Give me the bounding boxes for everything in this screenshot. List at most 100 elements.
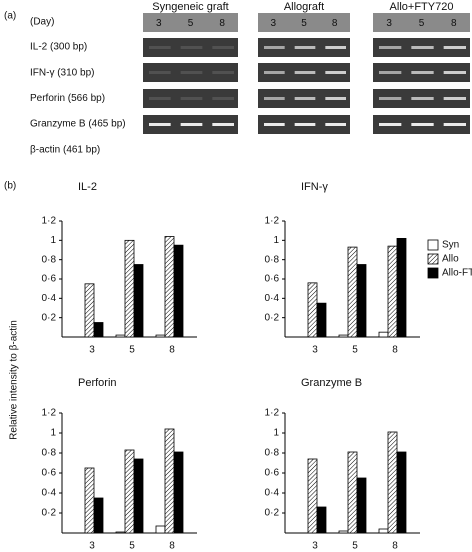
gel-band [212, 46, 234, 49]
gel-day: 3 [271, 18, 277, 29]
bar [115, 334, 126, 338]
legend-label: Syn [442, 240, 459, 251]
gel-band [411, 123, 434, 126]
chart-title: Granzyme B [301, 377, 362, 389]
gel-band [325, 123, 346, 126]
gel-day: 5 [419, 18, 425, 29]
gel-band [411, 71, 434, 74]
bar [316, 506, 327, 534]
y-tick-label: 0·2 [42, 508, 57, 519]
gel-band [180, 97, 203, 100]
y-tick-label: 0·6 [42, 274, 57, 285]
gel-lane-block [143, 13, 238, 32]
bar [396, 451, 407, 534]
y-tick-label: 1 [273, 428, 279, 439]
gel-band [294, 123, 316, 126]
gel-band [264, 71, 285, 74]
gel-band [325, 71, 346, 74]
x-tick-label: 8 [169, 345, 175, 356]
bar [347, 246, 358, 338]
gel-header: Syngeneic graft [152, 1, 228, 13]
bar [133, 458, 144, 534]
gel-band [379, 46, 402, 49]
y-tick-label: 1·2 [42, 216, 57, 227]
gel-band [212, 71, 234, 74]
gel-day: 8 [219, 18, 225, 29]
bar [84, 283, 95, 338]
bar [93, 497, 104, 534]
x-tick-label: 3 [89, 541, 95, 552]
y-tick-label: 1 [273, 235, 279, 246]
gel-band [180, 123, 203, 126]
panel-label: (b) [4, 181, 16, 192]
gel-band [294, 46, 316, 49]
chart-title: Perforin [78, 377, 117, 389]
bar [133, 264, 144, 338]
x-tick-label: 3 [89, 345, 95, 356]
y-tick-label: 1 [50, 235, 56, 246]
gel-band [149, 123, 171, 126]
y-tick-label: 1 [50, 428, 56, 439]
y-tick-label: 0·8 [42, 448, 57, 459]
legend-swatch [427, 253, 439, 265]
bar [124, 239, 135, 338]
bar [378, 331, 389, 338]
bar [155, 334, 166, 338]
bar [307, 282, 318, 338]
gel-band [149, 97, 171, 100]
gel-band [264, 123, 285, 126]
y-tick-label: 0·6 [265, 468, 280, 479]
x-tick-label: 5 [352, 345, 358, 356]
gel-band [325, 46, 346, 49]
y-tick-label: 0·2 [42, 312, 57, 323]
bar [378, 528, 389, 534]
gel-lane-block [143, 89, 238, 108]
legend-swatch [427, 267, 439, 279]
chart-title: IL-2 [78, 181, 97, 193]
y-tick-label: 0·8 [265, 254, 280, 265]
gel-lane-block [258, 13, 350, 32]
bar [164, 428, 175, 534]
bar [307, 458, 318, 534]
gel-row-label: Granzyme B (465 bp) [30, 119, 126, 130]
bar [155, 525, 166, 534]
y-tick-label: 0·8 [42, 254, 57, 265]
gel-day: 5 [188, 18, 194, 29]
y-tick-label: 0·4 [42, 488, 57, 499]
bar [356, 477, 367, 534]
gel-band [443, 123, 466, 126]
legend-label: Allo [442, 254, 459, 265]
x-tick-label: 3 [312, 541, 318, 552]
bar [124, 449, 135, 534]
gel-day: 8 [332, 18, 338, 29]
y-tick-label: 0·2 [265, 508, 280, 519]
gel-row-label: β-actin (461 bp) [30, 144, 100, 155]
bar [93, 322, 104, 338]
gel-lane-block [373, 13, 470, 32]
gel-band [379, 97, 402, 100]
gel-day: 5 [301, 18, 307, 29]
y-tick-label: 0·6 [42, 468, 57, 479]
gel-row-label: IL-2 (300 bp) [30, 42, 87, 53]
bar [316, 302, 327, 338]
gel-day: 3 [386, 18, 392, 29]
y-tick-label: 0·8 [265, 448, 280, 459]
bar [173, 451, 184, 534]
gel-band [379, 123, 402, 126]
gel-lane-block [143, 38, 238, 57]
x-tick-label: 8 [392, 541, 398, 552]
x-tick-label: 8 [169, 541, 175, 552]
gel-band [149, 46, 171, 49]
gel-band [379, 71, 402, 74]
x-tick-label: 5 [352, 541, 358, 552]
bar [338, 530, 349, 534]
gel-band [264, 97, 285, 100]
gel-lane-block [143, 63, 238, 82]
gel-band [325, 97, 346, 100]
bar [387, 245, 398, 338]
gel-band [180, 71, 203, 74]
y-tick-label: 0·4 [42, 293, 57, 304]
legend-swatch [427, 239, 439, 251]
gel-band [294, 97, 316, 100]
